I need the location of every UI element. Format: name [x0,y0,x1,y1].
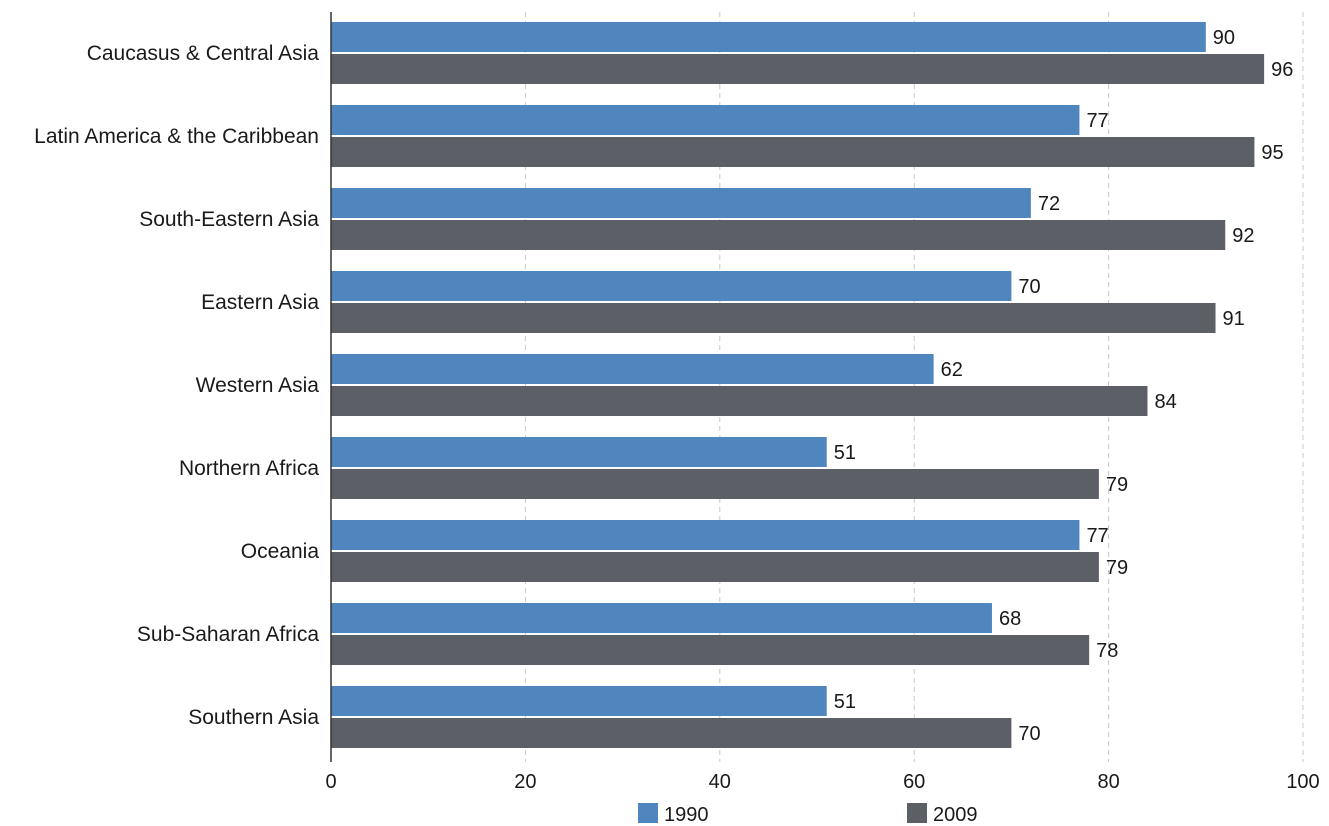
value-label-1990-5: 51 [834,442,856,464]
bar-2009-6 [331,552,1099,582]
bar-1990-2 [331,188,1031,218]
value-label-2009-2: 92 [1232,225,1254,247]
category-label-7: Sub-Saharan Africa [137,623,319,646]
value-label-2009-8: 70 [1018,723,1040,745]
category-label-5: Northern Africa [179,457,319,480]
bar-2009-7 [331,635,1090,665]
bar-1990-1 [331,105,1080,135]
bars [331,22,1265,748]
value-label-2009-3: 91 [1223,308,1245,330]
category-label-0: Caucasus & Central Asia [87,42,320,65]
value-label-1990-7: 68 [999,608,1021,630]
bar-1990-7 [331,603,992,633]
value-label-1990-3: 70 [1018,276,1040,298]
bar-1990-4 [331,354,934,384]
x-tick-label-80: 80 [1097,771,1119,793]
category-label-4: Western Asia [196,374,320,397]
x-tick-label-0: 0 [325,771,336,793]
bar-2009-1 [331,137,1255,167]
legend-swatch-2009 [907,803,927,823]
category-label-3: Eastern Asia [201,291,319,314]
legend: 1990 2009 [638,803,978,826]
value-label-2009-0: 96 [1271,59,1293,81]
x-tick-label-20: 20 [514,771,536,793]
bar-2009-0 [331,54,1265,84]
value-label-1990-2: 72 [1038,193,1060,215]
legend-label-1990: 1990 [664,804,709,826]
value-label-1990-6: 77 [1086,525,1108,547]
bar-2009-8 [331,718,1012,748]
bar-1990-3 [331,271,1012,301]
bar-1990-5 [331,437,827,467]
value-label-2009-5: 79 [1106,474,1128,496]
value-label-1990-8: 51 [834,691,856,713]
category-label-6: Oceania [241,540,320,563]
x-tick-label-40: 40 [709,771,731,793]
legend-swatch-1990 [638,803,658,823]
x-tick-label-60: 60 [903,771,925,793]
category-labels: Caucasus & Central Asia Latin America & t… [34,42,319,729]
value-label-1990-1: 77 [1086,110,1108,132]
bar-2009-2 [331,220,1226,250]
legend-label-2009: 2009 [933,804,978,826]
value-label-2009-1: 95 [1261,142,1283,164]
bar-1990-6 [331,520,1080,550]
bar-2009-3 [331,303,1216,333]
bar-1990-0 [331,22,1206,52]
value-label-2009-6: 79 [1106,557,1128,579]
category-label-2: South-Eastern Asia [139,208,319,231]
bar-2009-5 [331,469,1099,499]
value-label-2009-7: 78 [1096,640,1118,662]
value-label-1990-4: 62 [941,359,963,381]
category-label-8: Southern Asia [188,706,319,729]
x-tick-labels: 0 20 40 60 80 100 [325,771,1319,793]
category-label-1: Latin America & the Caribbean [34,125,319,148]
value-label-1990-0: 90 [1213,27,1235,49]
x-tick-label-100: 100 [1286,771,1319,793]
bar-1990-8 [331,686,827,716]
value-labels: 90 96 77 95 72 92 70 91 62 84 51 79 77 79 68 78 51 70 [834,27,1294,745]
value-label-2009-4: 84 [1154,391,1176,413]
bar-2009-4 [331,386,1148,416]
